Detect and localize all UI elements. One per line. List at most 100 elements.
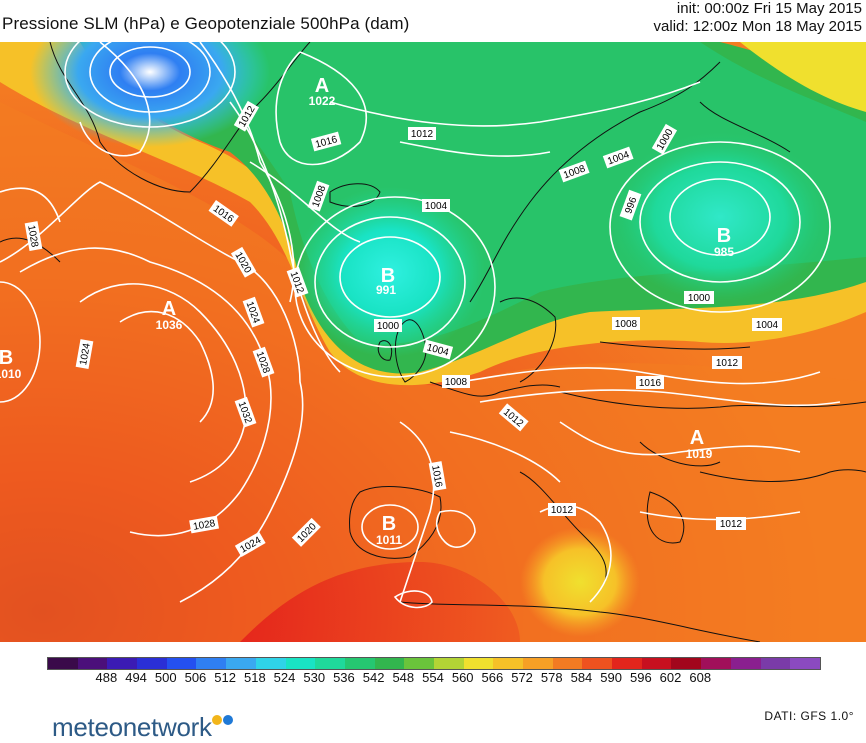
color-scale-cell (315, 658, 345, 669)
color-scale-cell (48, 658, 78, 669)
color-scale-label: 548 (392, 670, 415, 685)
color-scale-label: 560 (451, 670, 474, 685)
low-center-991: B 991 (376, 265, 396, 297)
data-source: DATI: GFS 1.0° (764, 709, 854, 723)
isobar-label: 1016 (428, 461, 447, 492)
geopotential-field-yellow-ne (740, 42, 866, 112)
color-scale-cell (255, 658, 286, 669)
svg-text:1012: 1012 (716, 358, 739, 369)
color-scale-label: 608 (689, 670, 712, 685)
svg-text:A: A (315, 75, 329, 97)
svg-text:1024: 1024 (78, 342, 93, 366)
color-scale-label: 602 (659, 670, 682, 685)
isobar-label: 1008 (442, 375, 470, 388)
svg-text:1028: 1028 (25, 224, 40, 248)
color-scale-cell (552, 658, 583, 669)
svg-text:1011: 1011 (376, 533, 402, 547)
color-scale-label: 590 (600, 670, 622, 685)
svg-text:1004: 1004 (756, 320, 779, 331)
init-time: init: 00:00z Fri 15 May 2015 (676, 0, 862, 17)
isobar-label: 1012 (716, 517, 746, 530)
color-scale-label: 542 (362, 670, 385, 685)
isobar-label: 1024 (75, 339, 94, 370)
isobar-label: 1028 (189, 515, 220, 534)
svg-text:B: B (717, 225, 731, 247)
svg-text:1019: 1019 (686, 447, 713, 461)
color-scale-cell (137, 658, 167, 669)
high-center-1022: A 1022 (309, 75, 336, 108)
color-scale-labels: 488 494 500 506 512 518 524 530 536 542 548 554 560 5… (47, 670, 819, 688)
color-scale-label: 566 (481, 670, 504, 685)
isobar-label: 1012 (548, 503, 576, 516)
brand-logo-text: meteonetwork (52, 712, 212, 742)
isobar-label: 1004 (422, 199, 450, 212)
color-scale-cell (196, 658, 227, 669)
high-center-1019: A 1019 (686, 427, 713, 461)
geopotential-field-orange (0, 102, 866, 642)
low-center-1010: B 1010 (0, 347, 22, 381)
low-core-cyan-east (610, 132, 830, 302)
isobar-label: 1028 (24, 221, 43, 252)
color-scale-cell (374, 658, 405, 669)
color-scale-cell (77, 658, 108, 669)
color-scale-cell (730, 658, 761, 669)
low-center-985: B 985 (714, 225, 734, 259)
isobar-label: 1008 (612, 317, 640, 330)
color-scale-cell (641, 658, 672, 669)
color-scale-bar (47, 657, 821, 670)
svg-text:1016: 1016 (639, 378, 662, 389)
isobar-label: 1016 (636, 376, 664, 389)
isobar-label: 1012 (408, 127, 436, 140)
isobar-label: 1012 (712, 356, 742, 369)
map-title: Pressione SLM (hPa) e Geopotenziale 500h… (2, 14, 410, 33)
color-scale-label: 518 (243, 670, 266, 685)
svg-text:1004: 1004 (425, 201, 448, 212)
color-scale-label: 494 (125, 670, 147, 685)
svg-text:1012: 1012 (551, 505, 574, 516)
svg-text:1028: 1028 (192, 518, 216, 533)
svg-text:1008: 1008 (615, 319, 638, 330)
color-scale-cell (493, 658, 523, 669)
color-scale-label: 500 (154, 670, 177, 685)
color-scale-cell (760, 658, 791, 669)
color-scale-cell (790, 658, 820, 669)
color-scale-label: 578 (540, 670, 563, 685)
svg-text:1000: 1000 (377, 321, 400, 332)
svg-text:1022: 1022 (309, 94, 336, 108)
warm-blob-mediterranean (520, 527, 640, 637)
color-scale-label: 536 (333, 670, 355, 685)
color-scale-cell (166, 658, 197, 669)
svg-text:A: A (162, 298, 176, 320)
color-scale-label: 512 (214, 670, 236, 685)
color-scale-cell (344, 658, 375, 669)
svg-text:1000: 1000 (688, 293, 711, 304)
svg-text:B: B (381, 265, 395, 287)
color-scale-cell (107, 658, 138, 669)
logo-dot-yellow (212, 715, 222, 725)
color-scale-cell (523, 658, 553, 669)
isobar-label: 1000 (374, 319, 402, 332)
color-scale-cell (582, 658, 613, 669)
svg-text:985: 985 (714, 245, 734, 259)
isobar-label: 1000 (684, 291, 714, 304)
svg-text:B: B (382, 513, 396, 535)
isobars (0, 42, 841, 609)
pressure-centers: A 1022 A 1036 B 991 B 985 B 1011 A 1019 … (0, 75, 734, 547)
low-center-1011: B 1011 (376, 513, 402, 547)
logo-dot-blue (223, 715, 233, 725)
color-scale-cell (701, 658, 731, 669)
color-scale-cell (226, 658, 256, 669)
svg-text:A: A (690, 427, 704, 449)
brand-logo-dots (212, 712, 234, 730)
color-scale-label: 530 (303, 670, 326, 685)
color-scale-cell (463, 658, 494, 669)
svg-text:1036: 1036 (156, 318, 183, 332)
run-info: init: 00:00z Fri 15 May 2015 valid: 12:0… (654, 0, 862, 36)
weather-map: 1012 1016 1012 1028 1016 1020 1008 1012 … (0, 42, 866, 642)
svg-text:991: 991 (376, 283, 396, 297)
color-scale-label: 596 (629, 670, 652, 685)
low-core-cyan-west (295, 187, 485, 357)
color-scale-label: 524 (273, 670, 296, 685)
isobar-labels: 1012 1016 1012 1028 1016 1020 1008 1012 … (24, 100, 782, 558)
color-scale-cell (285, 658, 316, 669)
